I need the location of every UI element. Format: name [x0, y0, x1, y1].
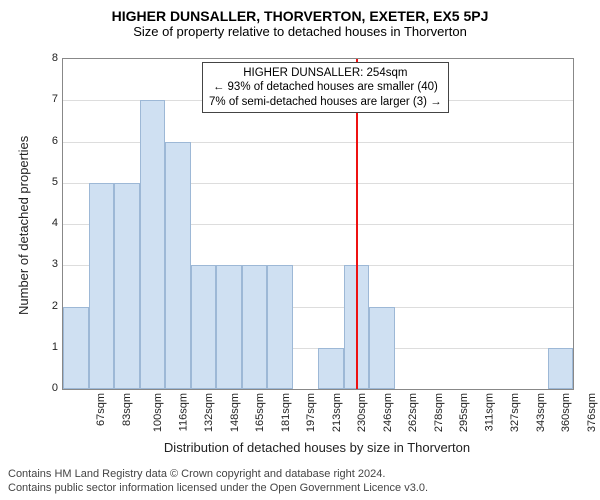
- x-tick: 246sqm: [382, 393, 394, 432]
- histogram-bar: [63, 307, 89, 390]
- x-tick: 230sqm: [356, 393, 368, 432]
- chart-subtitle: Size of property relative to detached ho…: [0, 24, 600, 39]
- x-tick: 327sqm: [509, 393, 521, 432]
- y-tick: 6: [44, 135, 58, 147]
- x-tick: 116sqm: [177, 393, 189, 431]
- histogram-bar: [89, 183, 115, 389]
- x-tick: 181sqm: [280, 393, 292, 432]
- y-axis-label: Number of detached properties: [16, 136, 31, 315]
- histogram-bar: [369, 307, 395, 390]
- histogram-bar: [216, 265, 242, 389]
- annotation-box: HIGHER DUNSALLER: 254sqm← 93% of detache…: [202, 62, 449, 113]
- x-tick: 360sqm: [560, 393, 572, 432]
- histogram-bar: [114, 183, 140, 389]
- y-tick: 1: [44, 341, 58, 353]
- x-tick: 213sqm: [331, 393, 343, 432]
- x-tick: 100sqm: [152, 393, 164, 432]
- x-tick: 376sqm: [586, 393, 598, 432]
- x-tick: 132sqm: [203, 393, 215, 432]
- chart-title: HIGHER DUNSALLER, THORVERTON, EXETER, EX…: [0, 0, 600, 24]
- x-tick: 343sqm: [535, 393, 547, 432]
- histogram-bar: [191, 265, 217, 389]
- y-tick: 2: [44, 300, 58, 312]
- annotation-line3: 7% of semi-detached houses are larger (3…: [209, 95, 442, 109]
- y-tick: 7: [44, 93, 58, 105]
- x-tick: 311sqm: [483, 393, 495, 431]
- histogram-bar: [318, 348, 344, 389]
- x-tick: 262sqm: [407, 393, 419, 432]
- histogram-bar: [140, 100, 166, 389]
- x-tick: 278sqm: [433, 393, 445, 432]
- y-tick: 4: [44, 217, 58, 229]
- x-tick: 148sqm: [229, 393, 241, 432]
- y-tick: 0: [44, 382, 58, 394]
- y-tick: 3: [44, 258, 58, 270]
- x-tick: 197sqm: [305, 393, 317, 432]
- histogram-bar: [165, 142, 191, 390]
- x-axis-label: Distribution of detached houses by size …: [62, 440, 572, 455]
- y-tick: 8: [44, 52, 58, 64]
- annotation-line1: HIGHER DUNSALLER: 254sqm: [209, 66, 442, 80]
- x-tick: 83sqm: [121, 393, 133, 426]
- y-tick: 5: [44, 176, 58, 188]
- footer-line-1: Contains HM Land Registry data © Crown c…: [8, 468, 385, 482]
- annotation-line2: ← 93% of detached houses are smaller (40…: [209, 80, 442, 94]
- footer-line-2: Contains public sector information licen…: [8, 482, 428, 496]
- histogram-bar: [267, 265, 293, 389]
- x-tick: 295sqm: [458, 393, 470, 432]
- histogram-bar: [242, 265, 268, 389]
- histogram-bar: [548, 348, 574, 389]
- x-tick: 165sqm: [254, 393, 266, 432]
- x-tick: 67sqm: [95, 393, 107, 426]
